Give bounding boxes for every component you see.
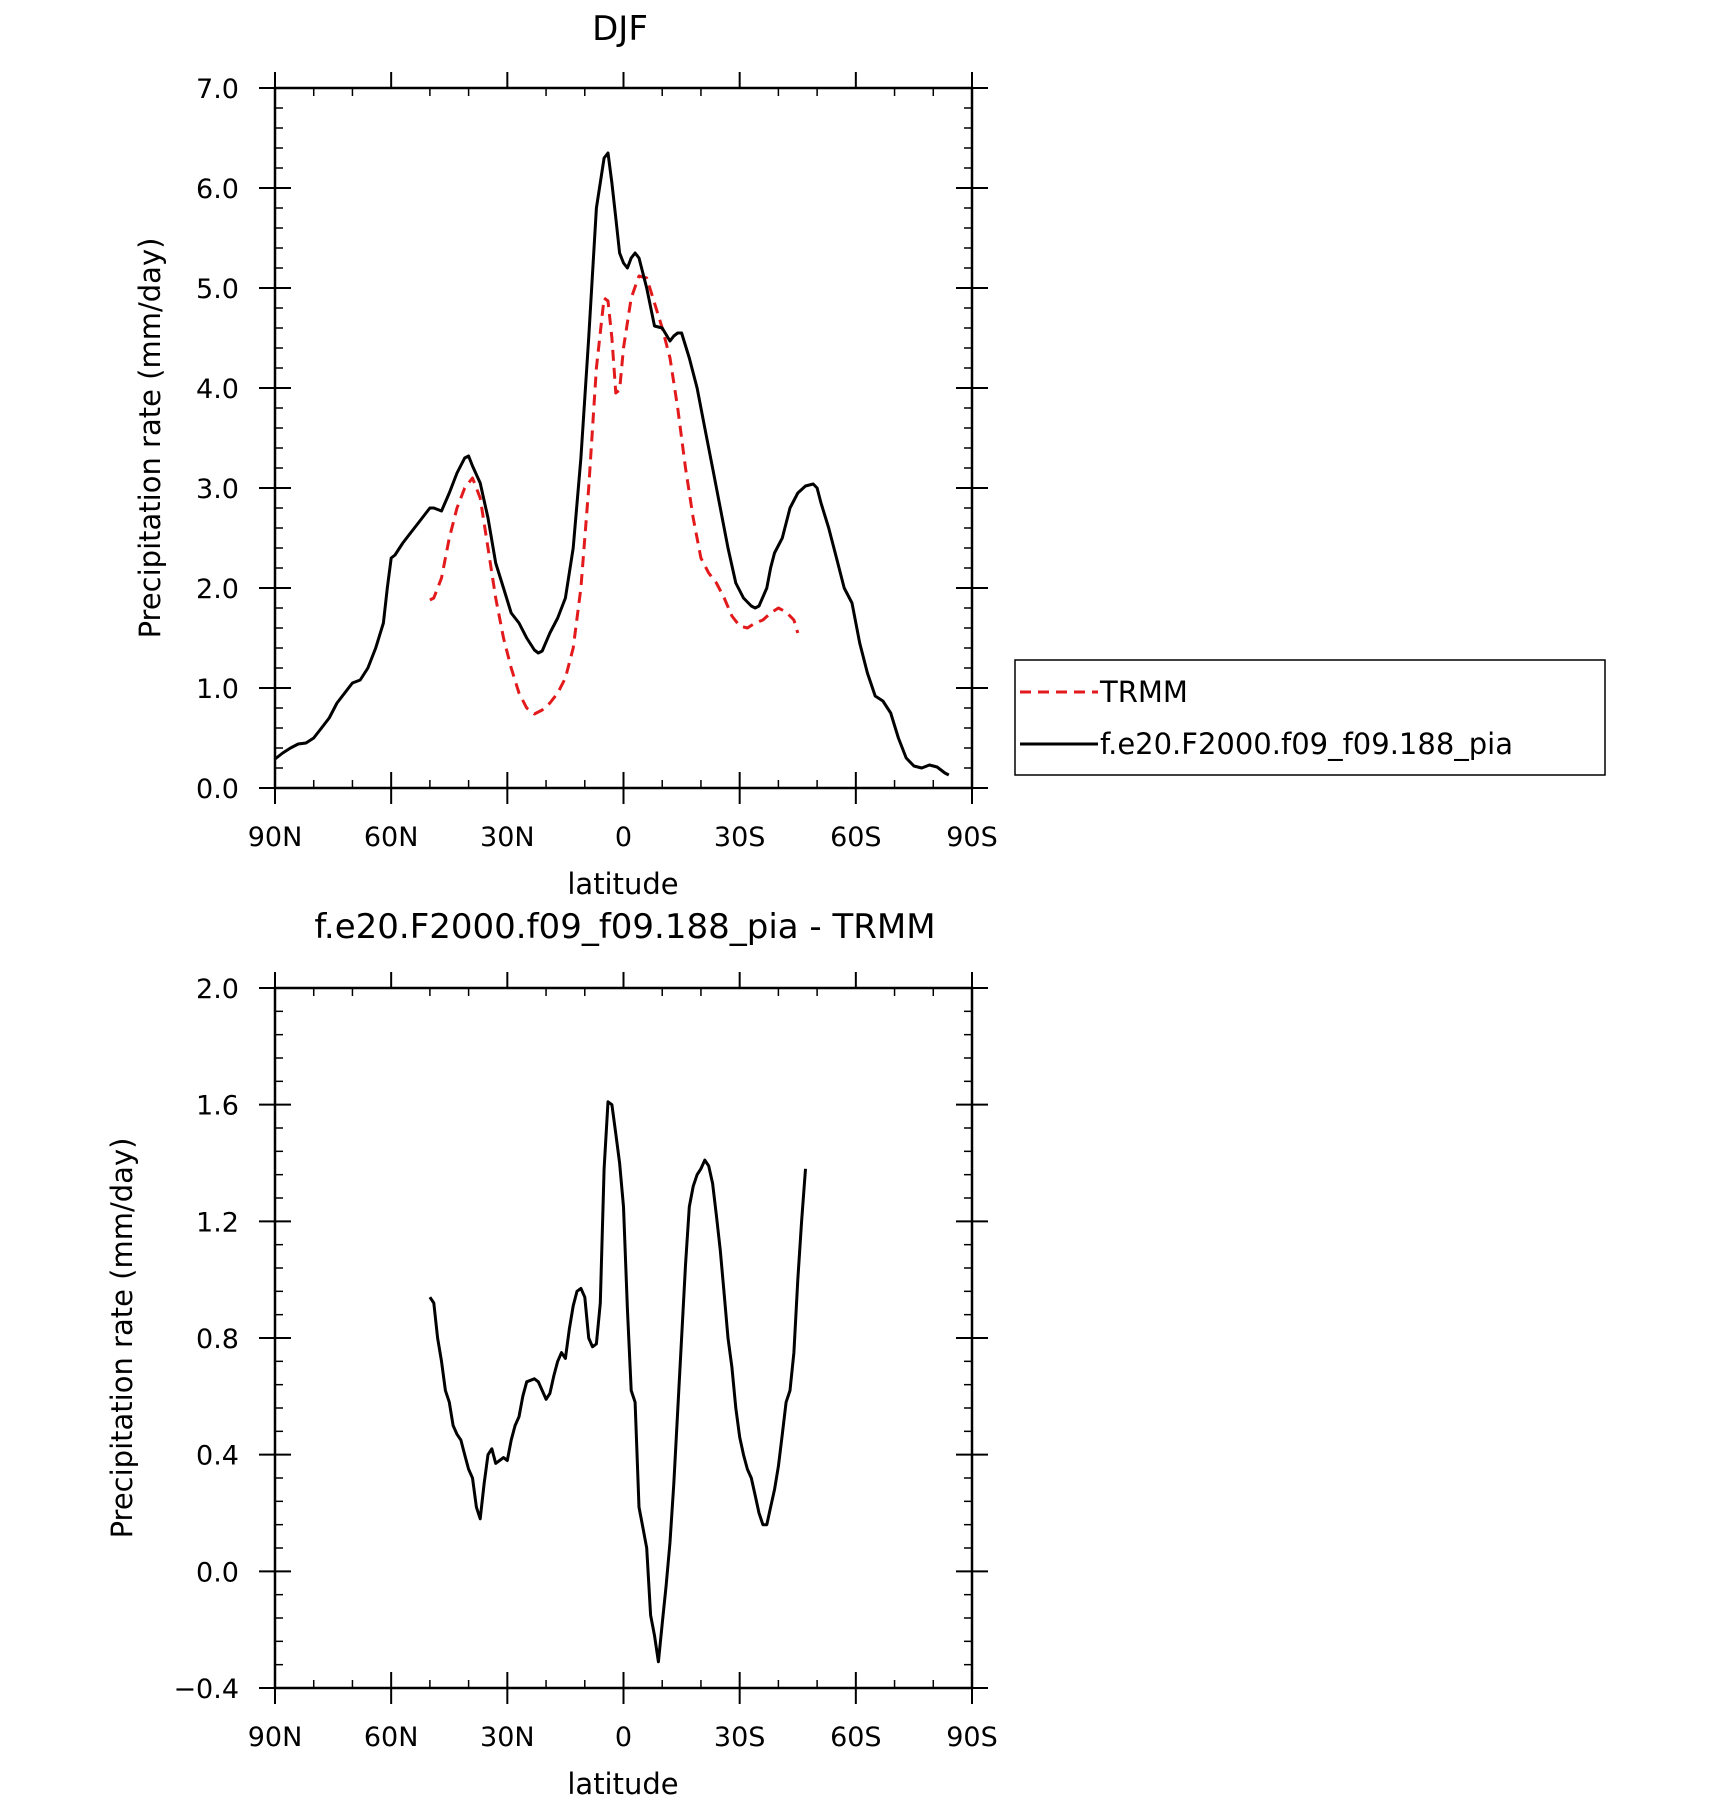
series-lines <box>428 1100 807 1664</box>
tick-marks <box>259 72 988 804</box>
plot-frame <box>273 986 974 1690</box>
x-tick-label: 30S <box>714 1722 766 1753</box>
plot-frame <box>273 86 974 790</box>
y-tick-label: 2.0 <box>196 574 239 605</box>
x-tick-label: 90N <box>248 1722 303 1753</box>
x-tick-label: 90N <box>248 822 303 853</box>
legend-box <box>1014 659 1606 776</box>
y-tick-label: 0.8 <box>196 1324 239 1355</box>
y-tick-label: 2.0 <box>196 974 239 1005</box>
legend: TRMM f.e20.F2000.f09_f09.188_pia <box>1014 659 1606 776</box>
y-tick-label: 3.0 <box>196 474 239 505</box>
y-tick-label: 4.0 <box>196 374 239 405</box>
y-tick-label: 0.0 <box>196 1557 239 1588</box>
tick-marks <box>259 972 988 1704</box>
legend-label-trmm: TRMM <box>1099 675 1188 709</box>
y-tick-label: 1.2 <box>196 1207 239 1238</box>
tick-labels: 90N 60N 30N 0 30S 60S 90S −0.4 0.0 0.4 0.8 1.2 1.6 2.… <box>173 974 997 1753</box>
legend-label-model: f.e20.F2000.f09_f09.188_pia <box>1100 727 1513 761</box>
x-axis-label: latitude <box>567 867 678 901</box>
panel-title: DJF <box>592 9 648 49</box>
x-tick-label: 0 <box>615 822 632 853</box>
x-axis-label: latitude <box>567 1767 678 1800</box>
djf-precip-panel: DJF 90N 60N 30N 0 30S 60S 90S 0.0 1.0 2.0 3.0 4.0 5.… <box>133 9 1606 901</box>
x-tick-label: 60S <box>830 822 882 853</box>
difference-panel: f.e20.F2000.f09_f09.188_pia - TRMM 90N 60… <box>105 907 998 1800</box>
tick-labels: 90N 60N 30N 0 30S 60S 90S 0.0 1.0 2.0 3.0 4.0 5.0 6.0… <box>196 74 998 853</box>
series-line-model <box>428 1100 807 1664</box>
y-tick-label: 0.4 <box>196 1441 239 1472</box>
y-tick-label: −0.4 <box>173 1674 239 1705</box>
y-axis-label: Precipitation rate (mm/day) <box>133 238 167 639</box>
x-tick-label: 60S <box>830 1722 882 1753</box>
y-tick-label: 5.0 <box>196 274 239 305</box>
y-tick-label: 7.0 <box>196 74 239 105</box>
x-tick-label: 30N <box>480 1722 535 1753</box>
y-tick-label: 6.0 <box>196 174 239 205</box>
x-tick-label: 30S <box>714 822 766 853</box>
series-line-model <box>274 151 950 777</box>
x-tick-label: 90S <box>946 822 998 853</box>
y-tick-label: 1.6 <box>196 1091 239 1122</box>
x-tick-label: 90S <box>946 1722 998 1753</box>
y-axis-label: Precipitation rate (mm/day) <box>105 1138 139 1539</box>
x-tick-label: 60N <box>364 822 419 853</box>
series-line-trmm <box>429 274 800 716</box>
panel-title: f.e20.F2000.f09_f09.188_pia - TRMM <box>314 907 935 947</box>
y-tick-label: 1.0 <box>196 674 239 705</box>
x-tick-label: 60N <box>364 1722 419 1753</box>
x-tick-label: 30N <box>480 822 535 853</box>
series-lines <box>274 151 950 777</box>
x-tick-label: 0 <box>615 1722 632 1753</box>
y-tick-label: 0.0 <box>196 774 239 805</box>
